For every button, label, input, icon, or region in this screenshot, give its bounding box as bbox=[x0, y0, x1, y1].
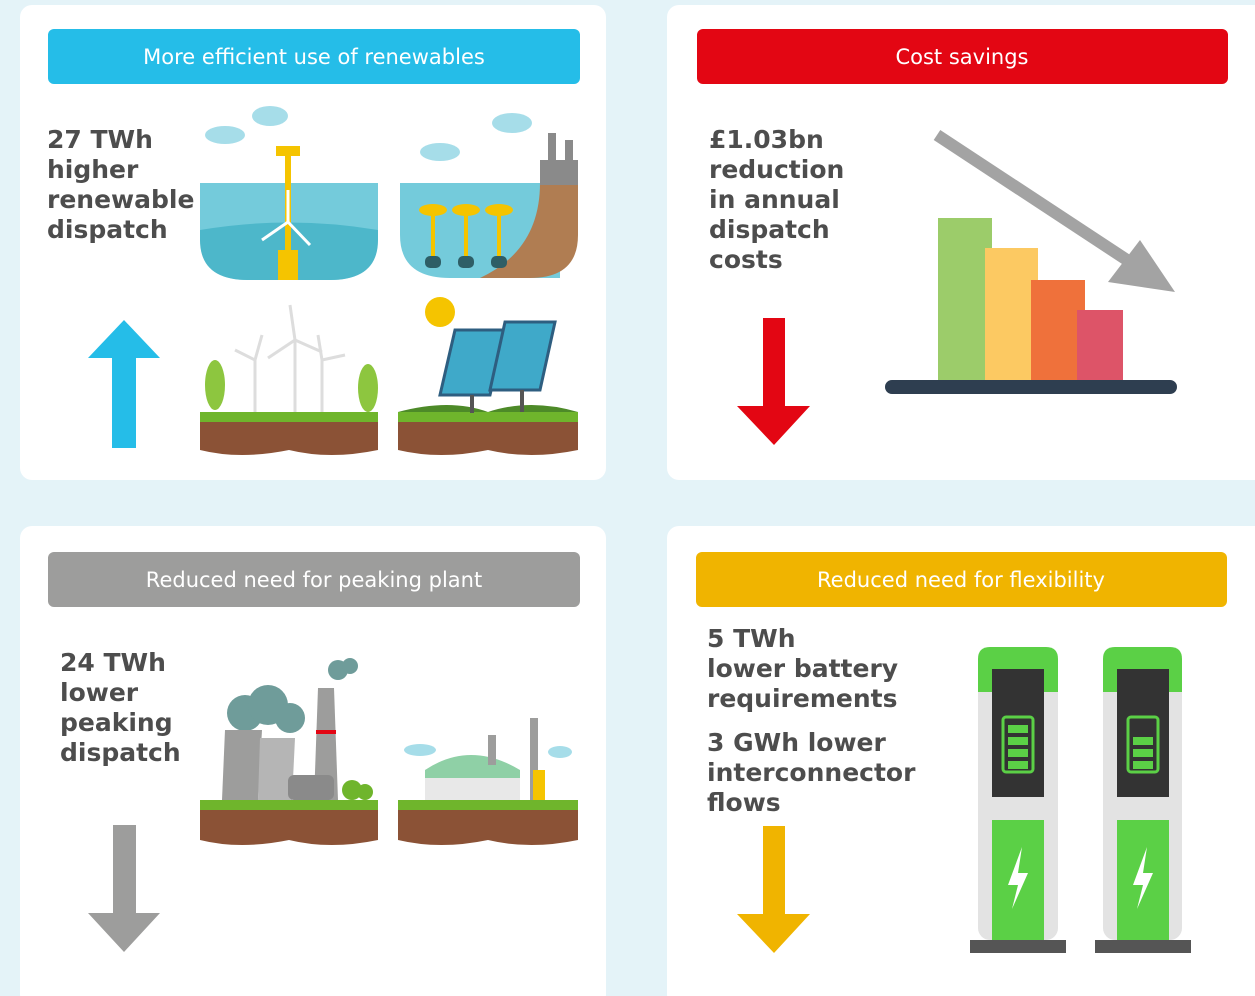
body-text: costs bbox=[709, 245, 783, 274]
onshore-wind-illustration bbox=[200, 304, 378, 455]
body-text: dispatch bbox=[709, 215, 830, 244]
body-text: higher bbox=[47, 155, 139, 184]
body-text: dispatch bbox=[60, 738, 181, 767]
body-text: lower battery bbox=[707, 654, 898, 683]
header-bar bbox=[696, 552, 1227, 607]
header-bar bbox=[697, 29, 1228, 84]
body-text: £1.03bn bbox=[709, 125, 824, 154]
offshore-wind-illustration bbox=[200, 106, 378, 280]
body-text: in annual bbox=[709, 185, 840, 214]
body-text: peaking bbox=[60, 708, 173, 737]
body-text: 24 TWh bbox=[60, 648, 166, 677]
body-text: lower bbox=[60, 678, 139, 707]
battery-charger-illustration bbox=[970, 647, 1191, 953]
body-text: 5 TWh bbox=[707, 624, 796, 653]
header: Reduced need for flexibility bbox=[817, 568, 1105, 592]
body-text: 27 TWh bbox=[47, 125, 153, 154]
down-arrow bbox=[737, 826, 810, 953]
header: Cost savings bbox=[895, 45, 1028, 69]
body-text: renewable bbox=[47, 185, 194, 214]
body-text: flows bbox=[707, 788, 781, 817]
body-text: 3 GWh lower bbox=[707, 728, 886, 757]
up-arrow bbox=[88, 320, 160, 448]
tidal-illustration bbox=[400, 113, 578, 278]
body-text: reduction bbox=[709, 155, 844, 184]
body-text: interconnector bbox=[707, 758, 916, 787]
panel bbox=[20, 526, 606, 996]
header: Reduced need for peaking plant bbox=[146, 568, 482, 592]
header-bar bbox=[48, 29, 580, 84]
power-plant-illustration bbox=[200, 658, 578, 845]
body-text: dispatch bbox=[47, 215, 168, 244]
cost-chart-illustration bbox=[885, 129, 1177, 394]
down-arrow bbox=[737, 318, 810, 445]
header-bar bbox=[48, 552, 580, 607]
solar-illustration bbox=[398, 297, 578, 455]
header: More efficient use of renewables bbox=[143, 45, 485, 69]
body-text: requirements bbox=[707, 684, 897, 713]
down-arrow bbox=[88, 825, 160, 952]
